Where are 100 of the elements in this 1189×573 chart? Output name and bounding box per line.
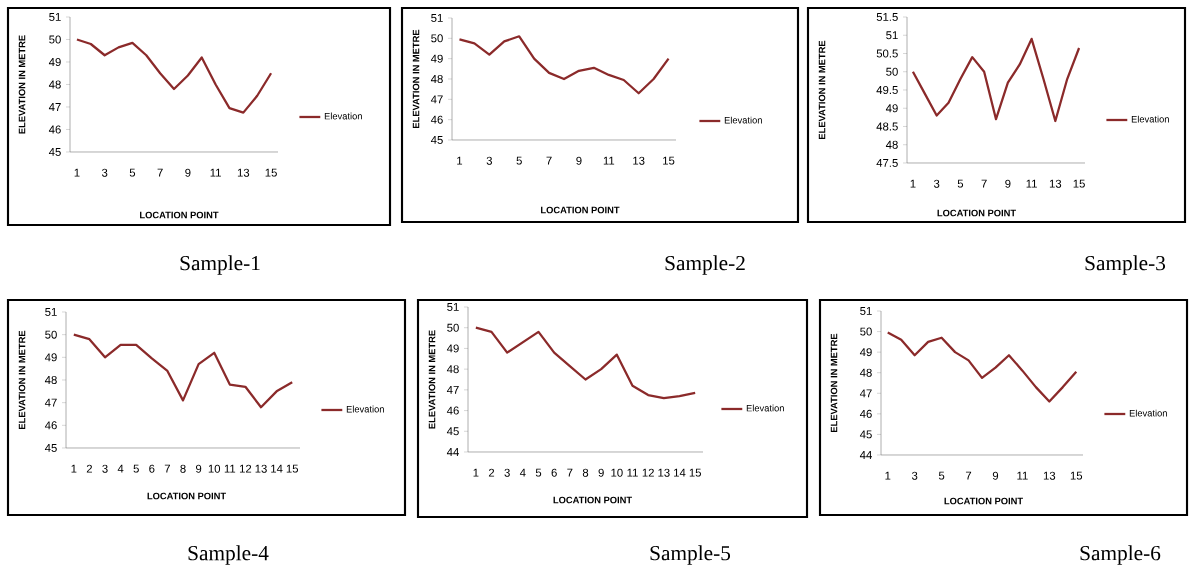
x-tick-label: 11 bbox=[627, 468, 638, 477]
x-tick-label: 2 bbox=[86, 464, 92, 473]
legend-label: Elevation bbox=[746, 404, 784, 412]
y-tick-label: 48 bbox=[44, 375, 57, 384]
x-tick-label: 5 bbox=[957, 179, 964, 188]
y-tick-label: 51.5 bbox=[876, 13, 898, 21]
y-tick-label: 45 bbox=[44, 444, 57, 452]
y-tick-label: 49 bbox=[430, 54, 443, 63]
y-tick-label: 47 bbox=[859, 389, 872, 398]
x-tick-label: 11 bbox=[603, 156, 615, 165]
x-tick-label: 9 bbox=[195, 464, 202, 473]
y-tick-label: 48 bbox=[430, 75, 443, 83]
y-tick-label: 47 bbox=[430, 95, 443, 104]
x-tick-label: 9 bbox=[1005, 179, 1011, 188]
y-tick-label: 47 bbox=[446, 385, 459, 394]
x-tick-label: 7 bbox=[164, 464, 170, 473]
x-tick-label: 7 bbox=[965, 471, 972, 480]
y-tick-label: 45 bbox=[48, 148, 61, 156]
y-tick-label: 44 bbox=[446, 448, 459, 456]
x-tick-label: 15 bbox=[1073, 179, 1085, 188]
x-tick-label: 15 bbox=[689, 468, 701, 477]
x-tick-label: 13 bbox=[255, 464, 267, 473]
x-axis-title: LOCATION POINT bbox=[937, 209, 1016, 217]
x-tick-label: 5 bbox=[516, 156, 522, 165]
x-tick-label: 11 bbox=[224, 464, 236, 473]
y-tick-label: 51 bbox=[431, 14, 443, 22]
y-tick-label: 50 bbox=[860, 327, 872, 336]
legend-label: Elevation bbox=[346, 405, 384, 413]
x-tick-label: 7 bbox=[546, 156, 552, 165]
y-axis-title: ELEVATION IN METRE bbox=[428, 330, 436, 429]
y-tick-label: 48 bbox=[885, 140, 898, 149]
x-tick-label: 8 bbox=[582, 468, 589, 477]
x-axis-title: LOCATION POINT bbox=[140, 211, 219, 219]
x-tick-label: 10 bbox=[611, 468, 623, 477]
x-tick-label: 7 bbox=[567, 468, 573, 477]
y-tick-label: 49 bbox=[859, 348, 872, 357]
x-tick-label: 5 bbox=[535, 468, 542, 477]
y-tick-label: 51 bbox=[447, 303, 459, 311]
y-axis-title: ELEVATION IN METRE bbox=[18, 35, 26, 134]
x-tick-label: 15 bbox=[1070, 471, 1083, 480]
y-tick-label: 47.5 bbox=[876, 159, 898, 167]
x-tick-label: 1 bbox=[71, 464, 77, 473]
x-tick-label: 11 bbox=[1017, 471, 1028, 480]
x-tick-label: 9 bbox=[992, 471, 999, 480]
x-tick-label: 1 bbox=[910, 179, 916, 188]
x-tick-label: 14 bbox=[271, 464, 283, 473]
x-tick-label: 12 bbox=[239, 464, 252, 473]
y-tick-label: 51 bbox=[49, 13, 61, 21]
x-tick-label: 8 bbox=[180, 464, 186, 473]
x-axis-title: LOCATION POINT bbox=[553, 496, 632, 504]
x-tick-label: 1 bbox=[74, 168, 80, 177]
x-tick-label: 1 bbox=[885, 471, 891, 480]
y-tick-label: 48.5 bbox=[876, 122, 898, 131]
x-tick-label: 13 bbox=[1043, 471, 1056, 480]
x-tick-label: 13 bbox=[237, 168, 250, 177]
x-axis-title: LOCATION POINT bbox=[541, 206, 620, 214]
y-tick-label: 47 bbox=[44, 398, 57, 407]
y-tick-label: 49 bbox=[48, 58, 61, 66]
y-tick-label: 50.5 bbox=[876, 49, 898, 58]
x-tick-label: 12 bbox=[642, 468, 654, 477]
y-tick-label: 51 bbox=[860, 307, 872, 315]
x-tick-label: 15 bbox=[265, 168, 277, 177]
x-tick-label: 14 bbox=[674, 468, 686, 477]
y-tick-label: 45 bbox=[446, 427, 459, 436]
x-tick-label: 2 bbox=[488, 468, 495, 477]
x-axis-title: LOCATION POINT bbox=[944, 497, 1023, 505]
y-tick-label: 51 bbox=[45, 308, 57, 316]
x-tick-label: 3 bbox=[504, 468, 510, 477]
x-tick-label: 1 bbox=[457, 156, 463, 165]
legend-label: Elevation bbox=[724, 116, 762, 124]
x-tick-label: 3 bbox=[486, 156, 492, 165]
x-tick-label: 1 bbox=[473, 468, 479, 477]
y-tick-label: 49 bbox=[885, 104, 898, 113]
x-tick-label: 9 bbox=[185, 168, 191, 177]
text: Sample-1 bbox=[180, 255, 260, 275]
y-tick-label: 48 bbox=[446, 365, 459, 374]
legend-label: Elevation bbox=[324, 112, 362, 120]
x-tick-label: 5 bbox=[129, 168, 136, 177]
y-tick-label: 50 bbox=[431, 34, 443, 43]
y-tick-label: 50 bbox=[447, 323, 459, 332]
y-tick-label: 50 bbox=[886, 67, 898, 76]
text: Sample-4 bbox=[188, 545, 269, 565]
x-tick-label: 13 bbox=[658, 468, 670, 477]
x-tick-label: 13 bbox=[633, 156, 645, 165]
line-series bbox=[886, 331, 1078, 403]
x-tick-label: 3 bbox=[911, 471, 918, 480]
y-tick-label: 45 bbox=[430, 136, 443, 144]
x-axis-title: LOCATION POINT bbox=[147, 492, 226, 500]
text: Sample-5 bbox=[650, 545, 731, 565]
y-tick-label: 48 bbox=[48, 80, 61, 89]
x-tick-label: 3 bbox=[102, 464, 108, 473]
x-tick-label: 9 bbox=[576, 156, 582, 165]
x-tick-label: 5 bbox=[133, 464, 139, 473]
y-tick-label: 46 bbox=[859, 409, 872, 418]
y-axis-title: ELEVATION IN METRE bbox=[412, 29, 420, 128]
y-axis-title: ELEVATION IN METRE bbox=[830, 333, 838, 432]
y-tick-label: 45 bbox=[859, 430, 872, 439]
x-tick-label: 5 bbox=[938, 471, 945, 480]
y-tick-label: 46 bbox=[430, 115, 443, 124]
x-tick-label: 15 bbox=[286, 464, 299, 473]
